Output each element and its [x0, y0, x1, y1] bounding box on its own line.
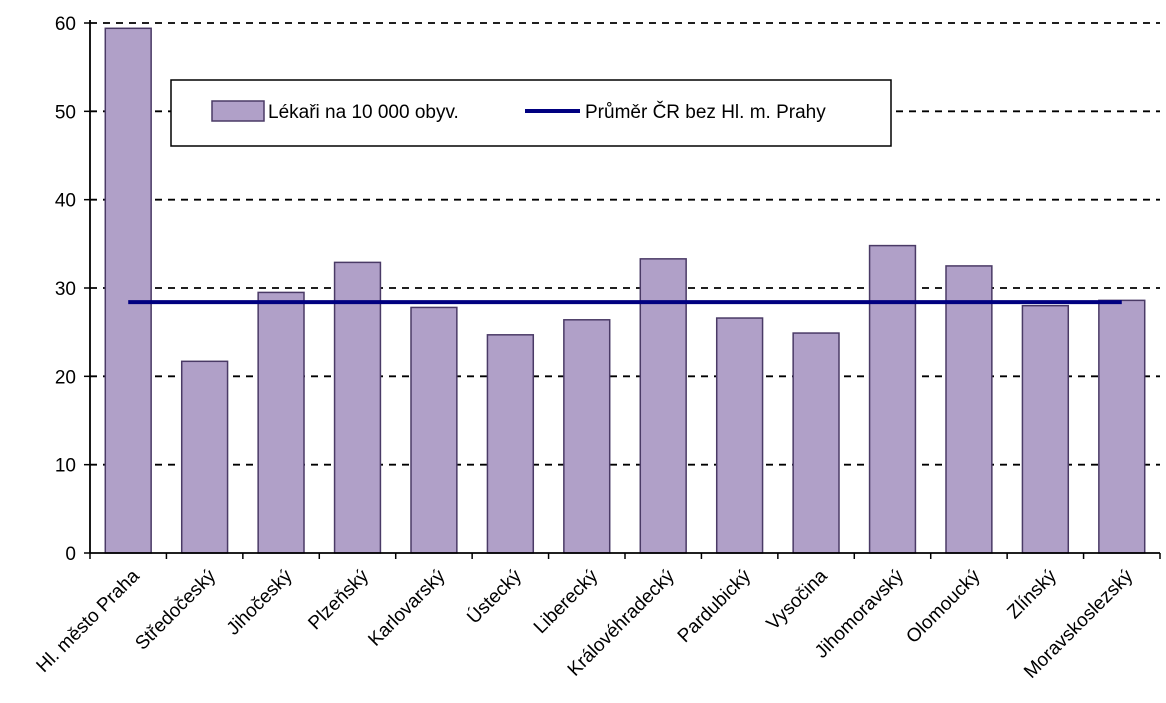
x-category-label: Středočeský	[131, 565, 220, 654]
y-axis-ticks: 0 10 20 30 40 50 60	[55, 14, 90, 565]
bar	[792, 332, 840, 554]
x-category-label: Zlínský	[1003, 565, 1061, 623]
y-tick-label: 50	[55, 102, 76, 123]
bar	[257, 291, 305, 554]
x-category-label: Olomoucký	[902, 565, 984, 647]
legend: Lékaři na 10 000 obyv. Průměr ČR bez Hl.…	[170, 79, 892, 147]
x-category-label: Pardubický	[674, 565, 756, 647]
y-tick-label: 30	[55, 279, 76, 300]
y-tick-label: 60	[55, 14, 76, 35]
bar	[180, 360, 229, 554]
y-tick-label: 40	[55, 191, 76, 212]
legend-label-line: Průměr ČR bez Hl. m. Prahy	[585, 101, 826, 123]
x-category-label: Karlovarský	[364, 565, 449, 650]
x-category-label: Ústecký	[463, 565, 527, 629]
bar	[333, 261, 382, 554]
bar	[639, 258, 687, 554]
y-tick-label: 20	[55, 367, 76, 388]
bar	[1098, 299, 1146, 554]
bar	[868, 244, 917, 554]
bar	[104, 27, 152, 554]
legend-label-bars: Lékaři na 10 000 obyv.	[268, 102, 459, 123]
bar	[1021, 304, 1070, 554]
y-tick-label: 0	[65, 544, 76, 565]
bar-series	[104, 27, 1146, 554]
x-category-label: Hl. město Praha	[33, 565, 144, 676]
bar	[486, 334, 535, 554]
x-category-label: Plzeňský	[304, 565, 373, 634]
legend-swatch-bar	[211, 100, 265, 122]
bar	[715, 317, 764, 554]
bar	[945, 265, 993, 554]
bar	[410, 306, 458, 554]
x-category-label: Jihočeský	[223, 565, 297, 639]
x-category-label: Vysočina	[763, 565, 832, 634]
axes	[89, 20, 1161, 559]
y-tick-label: 10	[55, 456, 76, 477]
bar	[563, 319, 611, 554]
x-category-label: Liberecký	[530, 565, 603, 638]
